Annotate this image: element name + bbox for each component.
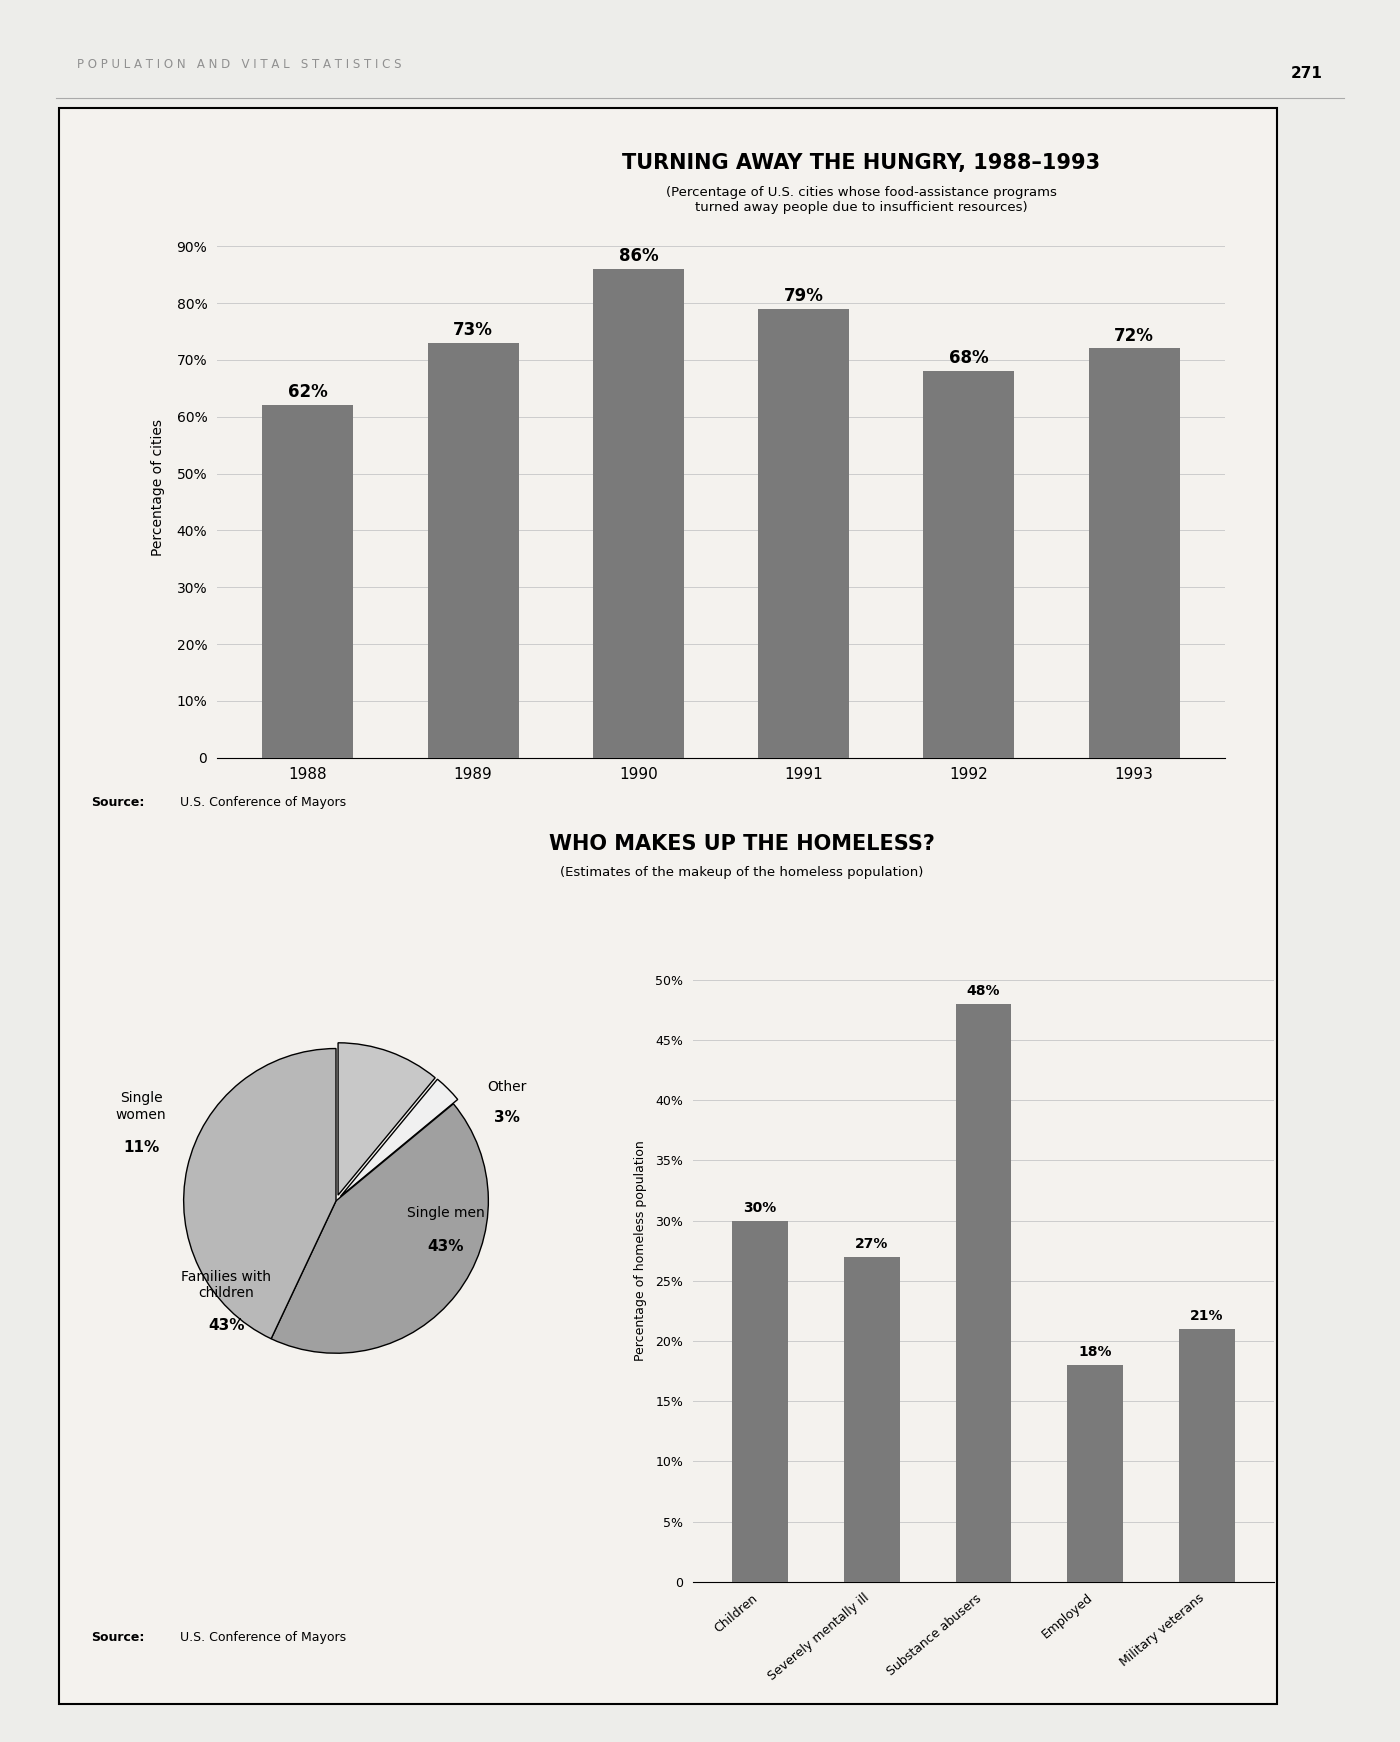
Y-axis label: Percentage of homeless population: Percentage of homeless population (634, 1141, 647, 1361)
Bar (956, 1003, 1011, 1582)
Text: (Estimates of the makeup of the homeless population): (Estimates of the makeup of the homeless… (560, 866, 924, 878)
Text: 11%: 11% (123, 1139, 160, 1155)
Text: 86%: 86% (619, 247, 658, 265)
Text: Families with
children: Families with children (182, 1270, 272, 1300)
Bar (1067, 1366, 1123, 1582)
Bar (759, 308, 848, 758)
Text: WHO MAKES UP THE HOMELESS?: WHO MAKES UP THE HOMELESS? (549, 834, 935, 854)
Text: 79%: 79% (784, 287, 823, 305)
Bar (262, 406, 353, 758)
Text: Source:: Source: (91, 796, 144, 808)
Bar (924, 371, 1015, 758)
Y-axis label: Percentage of cities: Percentage of cities (151, 420, 165, 556)
Text: Other: Other (487, 1080, 526, 1094)
Wedge shape (272, 1104, 489, 1354)
FancyBboxPatch shape (59, 108, 1277, 1704)
Text: 18%: 18% (1078, 1345, 1112, 1359)
Text: 43%: 43% (427, 1239, 463, 1254)
Text: 72%: 72% (1114, 326, 1154, 345)
Text: (Percentage of U.S. cities whose food-assistance programs
turned away people due: (Percentage of U.S. cities whose food-as… (665, 186, 1057, 214)
Text: 62%: 62% (288, 383, 328, 401)
Text: TURNING AWAY THE HUNGRY, 1988–1993: TURNING AWAY THE HUNGRY, 1988–1993 (622, 153, 1100, 172)
Wedge shape (340, 1080, 458, 1197)
Text: 73%: 73% (454, 321, 493, 340)
Bar (427, 343, 518, 758)
Text: Single
women: Single women (116, 1090, 167, 1122)
Wedge shape (337, 1043, 435, 1195)
Text: 48%: 48% (967, 984, 1000, 998)
Bar (844, 1256, 900, 1582)
Text: 43%: 43% (209, 1319, 245, 1333)
Text: 30%: 30% (743, 1200, 777, 1214)
Text: U.S. Conference of Mayors: U.S. Conference of Mayors (172, 796, 346, 808)
Bar (732, 1221, 788, 1582)
Text: 271: 271 (1291, 66, 1323, 80)
Text: P O P U L A T I O N   A N D   V I T A L   S T A T I S T I C S: P O P U L A T I O N A N D V I T A L S T … (77, 57, 402, 71)
Wedge shape (183, 1049, 336, 1340)
Text: Source:: Source: (91, 1631, 144, 1643)
Bar (1089, 348, 1180, 758)
Text: 27%: 27% (855, 1237, 889, 1251)
Text: U.S. Conference of Mayors: U.S. Conference of Mayors (172, 1631, 346, 1643)
Bar (594, 268, 683, 758)
Bar (1179, 1329, 1235, 1582)
Text: Single men: Single men (407, 1205, 484, 1219)
Text: 21%: 21% (1190, 1308, 1224, 1322)
Text: 68%: 68% (949, 348, 988, 368)
Text: 3%: 3% (494, 1110, 519, 1125)
